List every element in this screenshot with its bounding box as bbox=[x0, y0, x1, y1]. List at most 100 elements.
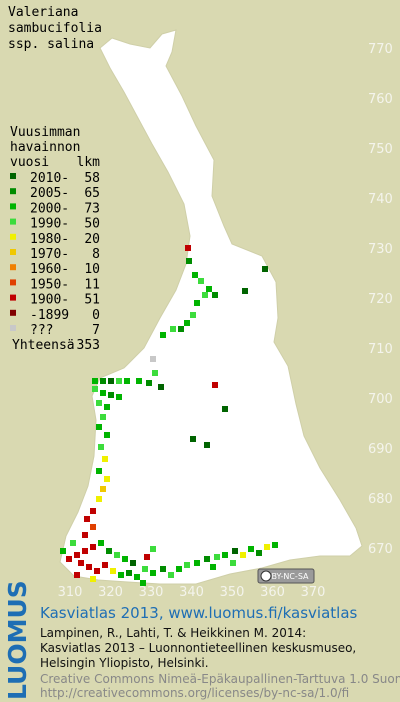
legend-label: 1900- bbox=[30, 293, 69, 308]
legend-count: 51 bbox=[84, 293, 100, 308]
legend-swatch bbox=[10, 294, 16, 301]
occurrence-square bbox=[78, 560, 84, 566]
occurrence-square bbox=[194, 300, 200, 306]
occurrence-square bbox=[130, 560, 136, 566]
legend-heading: havainnon bbox=[10, 140, 80, 155]
occurrence-square bbox=[60, 548, 66, 554]
occurrence-square bbox=[98, 540, 104, 546]
occurrence-square bbox=[136, 378, 142, 384]
north-label: 760 bbox=[368, 92, 393, 107]
occurrence-square bbox=[184, 320, 190, 326]
legend-label: 1980- bbox=[30, 232, 69, 247]
occurrence-square bbox=[142, 566, 148, 572]
legend-count: 0 bbox=[92, 308, 100, 323]
legend-count: 11 bbox=[84, 277, 100, 292]
occurrence-square bbox=[192, 272, 198, 278]
occurrence-square bbox=[204, 556, 210, 562]
north-label: 740 bbox=[368, 192, 393, 207]
occurrence-square bbox=[122, 556, 128, 562]
occurrence-square bbox=[92, 386, 98, 392]
badge-text: BY-NC-SA bbox=[271, 572, 309, 581]
footer-link[interactable]: Kasviatlas 2013, www.luomus.fi/kasviatla… bbox=[40, 604, 358, 622]
occurrence-square bbox=[108, 378, 114, 384]
occurrence-square bbox=[152, 370, 158, 376]
badge-box bbox=[257, 568, 315, 584]
legend-swatch bbox=[10, 264, 16, 271]
east-label: 330 bbox=[139, 585, 164, 600]
occurrence-square bbox=[264, 544, 270, 550]
occurrence-square bbox=[124, 378, 130, 384]
occurrence-square bbox=[90, 576, 96, 582]
legend-total: 353 bbox=[77, 338, 100, 353]
occurrence-square bbox=[168, 572, 174, 578]
occurrence-square bbox=[222, 552, 228, 558]
legend-label: ??? bbox=[30, 323, 53, 338]
occurrence-square bbox=[212, 292, 218, 298]
occurrence-square bbox=[150, 546, 156, 552]
legend-heading: Vuusimman bbox=[10, 125, 80, 140]
east-label: 310 bbox=[58, 585, 83, 600]
occurrence-square bbox=[96, 424, 102, 430]
occurrence-square bbox=[126, 570, 132, 576]
citation-line: Kasviatlas 2013 – Luonnontieteellinen ke… bbox=[40, 641, 356, 655]
occurrence-square bbox=[116, 394, 122, 400]
legend-col-count: lkm bbox=[77, 155, 101, 170]
occurrence-square bbox=[242, 288, 248, 294]
occurrence-square bbox=[190, 312, 196, 318]
north-label: 770 bbox=[368, 42, 393, 57]
legend-label: 1960- bbox=[30, 262, 69, 277]
occurrence-square bbox=[74, 552, 80, 558]
occurrence-square bbox=[96, 496, 102, 502]
occurrence-square bbox=[102, 456, 108, 462]
legend-count: 7 bbox=[92, 323, 100, 338]
north-label: 730 bbox=[368, 242, 393, 257]
legend-total-label: Yhteensä bbox=[12, 338, 75, 353]
occurrence-square bbox=[100, 486, 106, 492]
occurrence-square bbox=[82, 548, 88, 554]
legend-count: 73 bbox=[84, 201, 100, 216]
legend-count: 65 bbox=[84, 186, 100, 201]
occurrence-square bbox=[84, 516, 90, 522]
occurrence-square bbox=[106, 548, 112, 554]
occurrence-square bbox=[206, 286, 212, 292]
legend-count: 58 bbox=[84, 171, 100, 186]
north-label: 710 bbox=[368, 342, 393, 357]
occurrence-square bbox=[240, 552, 246, 558]
east-label: 340 bbox=[179, 585, 204, 600]
occurrence-square bbox=[66, 556, 72, 562]
occurrence-square bbox=[96, 400, 102, 406]
occurrence-square bbox=[98, 444, 104, 450]
occurrence-square bbox=[194, 560, 200, 566]
occurrence-square bbox=[190, 436, 196, 442]
occurrence-square bbox=[90, 508, 96, 514]
occurrence-square bbox=[140, 580, 146, 586]
legend-col-year: vuosi bbox=[10, 155, 49, 170]
occurrence-square bbox=[160, 566, 166, 572]
occurrence-square bbox=[160, 332, 166, 338]
occurrence-square bbox=[116, 378, 122, 384]
legend-swatch bbox=[10, 173, 16, 179]
occurrence-square bbox=[150, 356, 156, 362]
occurrence-square bbox=[102, 562, 108, 568]
occurrence-square bbox=[100, 390, 106, 396]
legend-swatch bbox=[10, 249, 16, 255]
occurrence-square bbox=[70, 540, 76, 546]
footer: Lampinen, R., Lahti, T. & Heikkinen M. 2… bbox=[40, 626, 400, 700]
occurrence-square bbox=[144, 554, 150, 560]
occurrence-square bbox=[104, 476, 110, 482]
legend-count: 20 bbox=[84, 232, 100, 247]
occurrence-square bbox=[170, 326, 176, 332]
occurrence-square bbox=[104, 404, 110, 410]
occurrence-square bbox=[108, 392, 114, 398]
occurrence-square bbox=[104, 432, 110, 438]
occurrence-square bbox=[214, 554, 220, 560]
east-label: 370 bbox=[301, 585, 326, 600]
occurrence-square bbox=[256, 550, 262, 556]
title-line: sambucifolia bbox=[8, 21, 102, 36]
north-label: 680 bbox=[368, 492, 393, 507]
legend-swatch bbox=[10, 309, 16, 316]
